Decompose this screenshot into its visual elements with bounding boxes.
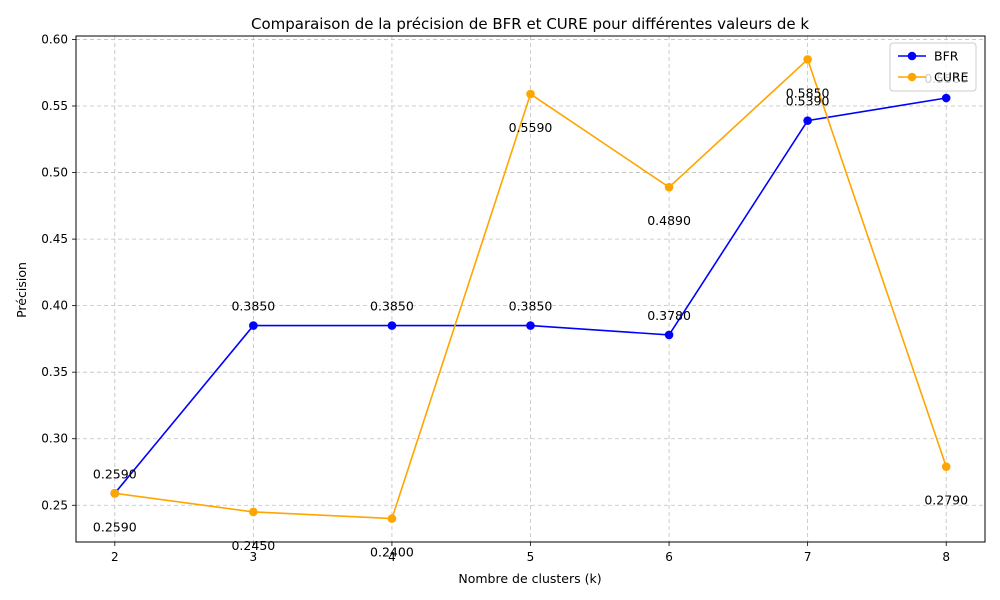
cure-data-point — [941, 462, 951, 471]
bfr-data-point — [249, 321, 258, 330]
x-tick-label: 5 — [527, 550, 535, 564]
x-tick-label: 3 — [250, 550, 258, 564]
cure-data-label: 0.5850 — [786, 85, 830, 100]
bfr-data-point — [526, 321, 535, 330]
bfr-data-label: 0.2590 — [93, 466, 137, 481]
cure-data-point — [110, 488, 120, 498]
y-tick-label: 0.25 — [41, 498, 68, 512]
cure-data-point — [664, 182, 674, 192]
data-labels: 0.2590 0.3850 0.3850 0.3850 0.3780 0.5390 0.55… — [93, 71, 968, 560]
bfr-data-label: 0.3850 — [370, 299, 414, 314]
cure-data-label: 0.2790 — [924, 493, 968, 508]
cure-data-label: 0.4890 — [647, 213, 691, 228]
bfr-legend-label: BFR — [934, 49, 959, 64]
cure-data-label: 0.2400 — [370, 545, 414, 560]
y-tick-label: 0.60 — [41, 32, 68, 46]
x-axis: 2 3 4 5 6 7 8 — [111, 542, 950, 564]
bfr-data-point — [664, 330, 674, 340]
cure-data-point — [387, 514, 397, 523]
y-tick-label: 0.55 — [41, 99, 68, 113]
bfr-data-point — [387, 321, 397, 330]
y-axis: 0.25 0.30 0.35 0.40 0.45 0.50 0.55 0.60 — [41, 32, 76, 512]
x-tick-label: 6 — [665, 550, 673, 564]
chart-title: Comparaison de la précision de BFR et CU… — [251, 15, 809, 33]
x-axis-label: Nombre de clusters (k) — [458, 571, 601, 586]
bfr-data-point — [941, 93, 951, 103]
y-tick-label: 0.35 — [41, 365, 68, 379]
cure-data-point — [803, 55, 812, 64]
bfr-data-label: 0.3850 — [509, 299, 553, 314]
bfr-data-point — [803, 116, 812, 125]
bfr-legend-marker — [907, 51, 917, 61]
cure-data-point — [526, 89, 535, 99]
x-tick-label: 2 — [111, 550, 119, 564]
legend: BFR CURE — [889, 42, 977, 92]
bfr-data-label: 0.3850 — [231, 299, 275, 314]
bfr-data-label: 0.5390 — [786, 94, 830, 109]
x-tick-label: 7 — [804, 550, 812, 564]
cure-data-point — [249, 507, 258, 517]
y-tick-label: 0.50 — [41, 166, 68, 180]
cure-data-label: 0.5590 — [509, 120, 553, 135]
x-tick-label: 8 — [942, 550, 950, 564]
y-axis-label: Précision — [14, 262, 29, 318]
y-tick-label: 0.30 — [41, 432, 68, 446]
bfr-data-label: 0.3780 — [647, 308, 691, 323]
y-tick-label: 0.40 — [41, 299, 68, 313]
cure-legend-label: CURE — [934, 70, 969, 85]
cure-data-label: 0.2590 — [93, 519, 137, 534]
y-tick-label: 0.45 — [41, 232, 68, 246]
cure-legend-marker — [907, 72, 917, 82]
x-tick-label: 4 — [388, 550, 396, 564]
series-layer — [110, 55, 951, 523]
